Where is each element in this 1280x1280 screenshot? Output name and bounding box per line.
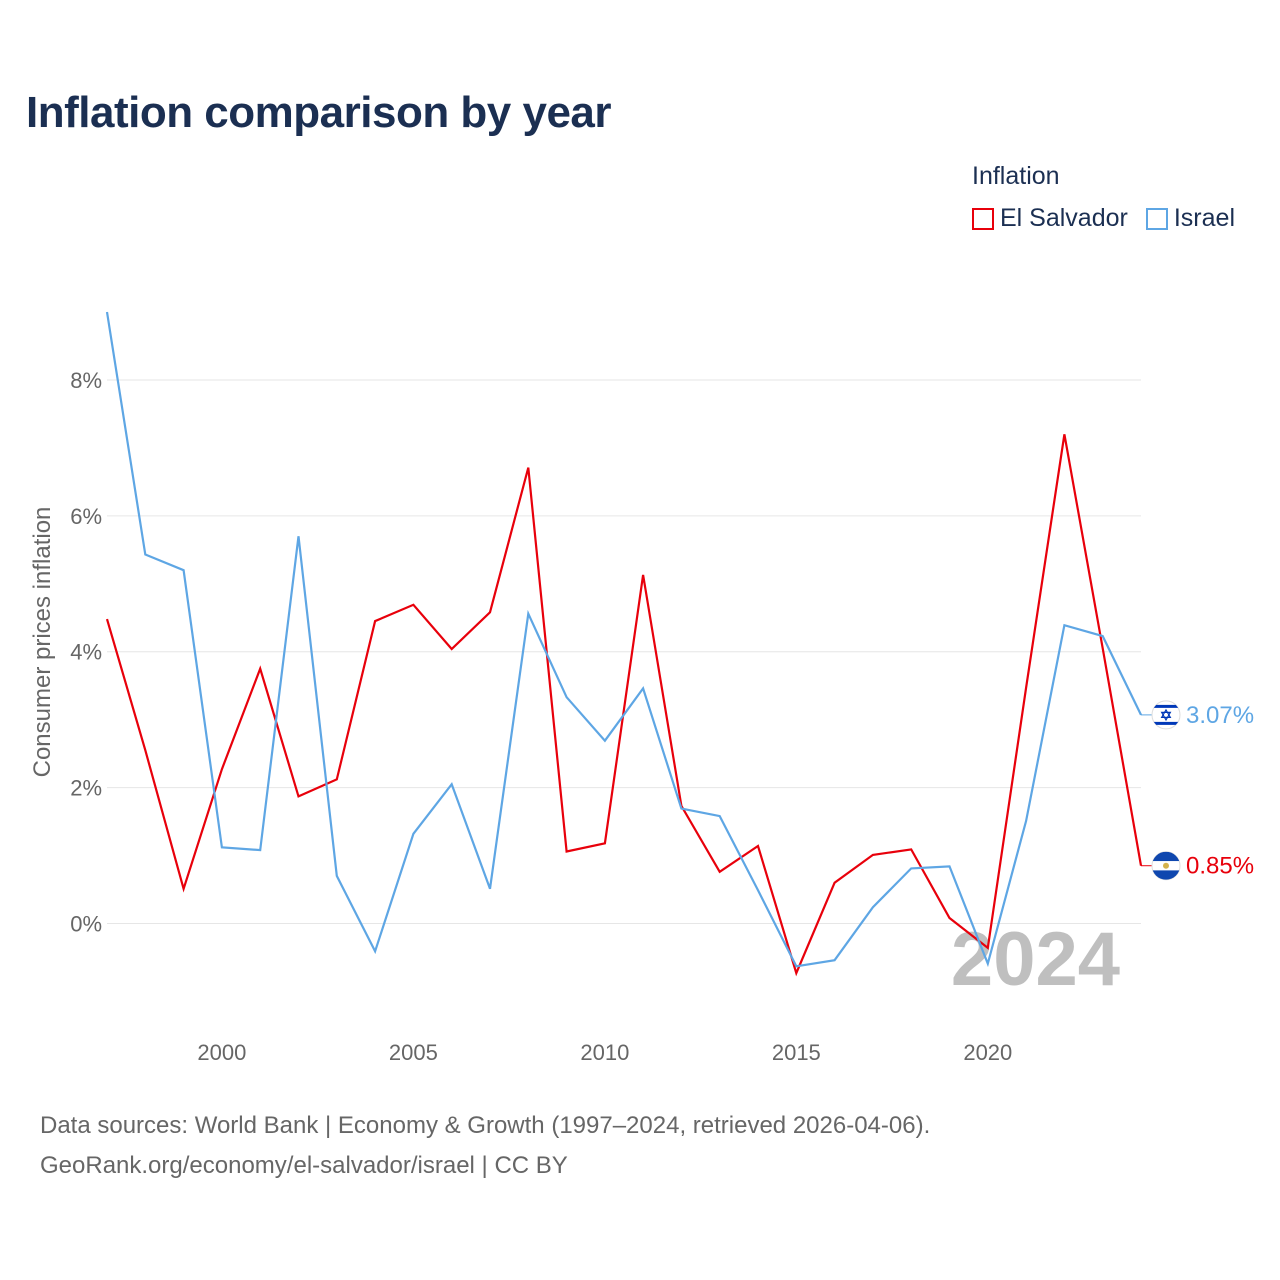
year-watermark: 2024 xyxy=(951,917,1120,1002)
end-value-label-israel: 3.07% xyxy=(1186,702,1254,729)
israel-flag-icon xyxy=(1151,700,1181,730)
legend-title: Inflation xyxy=(972,162,1060,190)
legend: El Salvador Israel xyxy=(972,204,1235,233)
legend-item-el-salvador[interactable]: El Salvador xyxy=(972,204,1128,233)
source-link[interactable]: GeoRank.org/economy/el-salvador/israel |… xyxy=(40,1152,568,1179)
series-line-israel xyxy=(105,311,1142,968)
legend-swatch-el-salvador xyxy=(972,207,994,230)
footer: Data sources: World Bank | Economy & Gro… xyxy=(40,1106,930,1186)
x-tick-label: 2000 xyxy=(197,1040,246,1065)
chart-title: Inflation comparison by year xyxy=(26,88,612,137)
y-tick-label: 8% xyxy=(70,368,102,393)
x-tick-label: 2015 xyxy=(772,1040,821,1065)
y-tick-label: 2% xyxy=(70,776,102,801)
end-value-label-el-salvador: 0.85% xyxy=(1186,853,1254,880)
legend-swatch-israel xyxy=(1145,207,1168,230)
series-line-el-salvador xyxy=(105,434,1143,977)
x-tick-label: 2005 xyxy=(389,1040,438,1065)
y-axis-label: Consumer prices inflation xyxy=(29,507,56,778)
legend-item-israel[interactable]: Israel xyxy=(1145,204,1235,233)
chart-area: 0% 2% 4% 6% 8% 2000 2005 2010 2015 2020 2024 Con… xyxy=(29,311,1254,1065)
legend-label-el-salvador: El Salvador xyxy=(1000,204,1128,232)
data-sources-text: Data sources: World Bank | Economy & Gro… xyxy=(40,1112,931,1139)
x-tick-label: 2010 xyxy=(580,1040,629,1065)
y-tick-label: 6% xyxy=(70,504,102,529)
legend-label-israel: Israel xyxy=(1173,204,1235,232)
el-salvador-flag-icon xyxy=(1151,851,1181,881)
x-tick-label: 2020 xyxy=(963,1040,1012,1065)
y-tick-label: 0% xyxy=(70,911,102,936)
y-tick-label: 4% xyxy=(70,640,102,665)
